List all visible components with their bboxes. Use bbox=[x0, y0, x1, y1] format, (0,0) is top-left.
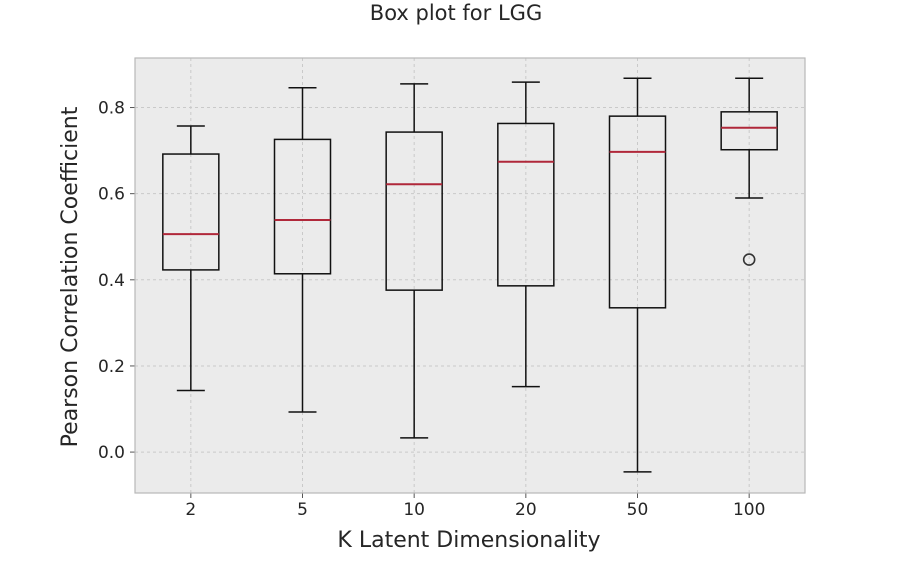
plot-frame bbox=[134, 57, 806, 494]
iqr-box bbox=[385, 131, 443, 291]
box-10 bbox=[385, 83, 443, 439]
y-axis-label: Pearson Correlation Coefficient bbox=[58, 106, 83, 447]
y-tick-label: 0.2 bbox=[98, 357, 125, 377]
iqr-box bbox=[720, 111, 778, 151]
box-2 bbox=[162, 125, 220, 392]
outlier-point bbox=[742, 253, 756, 266]
boxes-group bbox=[162, 77, 778, 473]
iqr-box bbox=[497, 122, 555, 287]
x-tick-label: 100 bbox=[733, 500, 765, 520]
x-tick-label: 2 bbox=[185, 500, 196, 520]
box-50 bbox=[608, 77, 667, 473]
x-axis-label: K Latent Dimensionality bbox=[337, 528, 600, 553]
iqr-box bbox=[273, 138, 332, 275]
y-tick-label: 0.4 bbox=[98, 271, 125, 291]
chart-title: Box plot for LGG bbox=[370, 1, 542, 25]
box-100 bbox=[720, 77, 778, 266]
x-tick-label: 50 bbox=[627, 500, 649, 520]
x-tick-label: 10 bbox=[403, 500, 425, 520]
box-20 bbox=[497, 81, 555, 388]
y-tick-label: 0.0 bbox=[98, 443, 125, 463]
iqr-box bbox=[162, 153, 220, 271]
box-5 bbox=[273, 86, 332, 413]
y-axis-ticks: 0.0 0.2 0.4 0.6 0.8 bbox=[98, 99, 135, 463]
x-axis-ticks: 2 5 10 20 50 100 bbox=[185, 493, 765, 520]
y-tick-label: 0.6 bbox=[98, 185, 125, 205]
x-tick-label: 5 bbox=[297, 500, 308, 520]
iqr-box bbox=[608, 115, 667, 309]
x-tick-label: 20 bbox=[515, 500, 537, 520]
plot-area bbox=[135, 58, 805, 493]
y-tick-label: 0.8 bbox=[98, 99, 125, 119]
